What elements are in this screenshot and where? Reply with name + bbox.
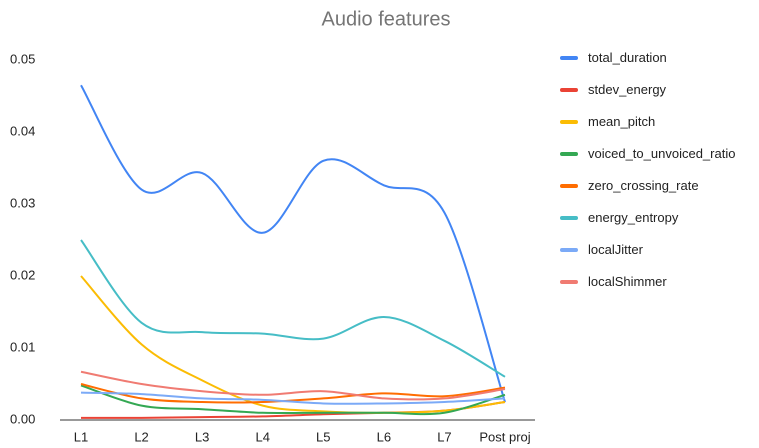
- x-tick-label: L6: [377, 429, 391, 444]
- y-tick-label: 0.04: [10, 123, 35, 138]
- legend-item: stdev_energy: [560, 82, 738, 98]
- legend-item: mean_pitch: [560, 114, 738, 130]
- legend-label: stdev_energy: [588, 82, 667, 97]
- legend-item: zero_crossing_rate: [560, 178, 738, 194]
- x-tick-label: L5: [316, 429, 330, 444]
- legend-label: localJitter: [588, 242, 643, 257]
- legend-item: total_duration: [560, 50, 738, 66]
- y-tick-label: 0.00: [10, 411, 35, 426]
- legend-label: total_duration: [588, 50, 667, 65]
- legend-label: energy_entropy: [588, 210, 679, 225]
- series-line: [80, 370, 506, 401]
- legend-label: mean_pitch: [588, 114, 656, 129]
- series-line: [80, 275, 506, 414]
- x-tick-label: Post proj: [479, 429, 530, 444]
- chart-title: Audio features: [322, 8, 451, 30]
- legend-label: localShimmer: [588, 274, 667, 289]
- legend-label: voiced_to_unvoiced_ratio: [588, 146, 736, 161]
- series-line: [80, 84, 506, 403]
- legend-item: voiced_to_unvoiced_ratio: [560, 146, 738, 162]
- legend-swatch: [560, 88, 578, 92]
- series-line: [80, 383, 506, 404]
- x-tick-label: L3: [195, 429, 209, 444]
- series-line: [80, 239, 506, 378]
- x-tick-label: L1: [74, 429, 88, 444]
- y-tick-label: 0.05: [10, 51, 35, 66]
- series-line: [80, 391, 506, 405]
- series-line: [80, 384, 506, 416]
- legend-swatch: [560, 184, 578, 188]
- legend-swatch: [560, 216, 578, 220]
- legend-item: localShimmer: [560, 274, 738, 290]
- legend-swatch: [560, 56, 578, 60]
- legend-label: zero_crossing_rate: [588, 178, 699, 193]
- y-tick-label: 0.02: [10, 267, 35, 282]
- y-tick-label: 0.03: [10, 195, 35, 210]
- legend-swatch: [560, 280, 578, 284]
- x-tick-label: L2: [134, 429, 148, 444]
- legend-swatch: [560, 248, 578, 252]
- legend-swatch: [560, 152, 578, 156]
- legend-item: energy_entropy: [560, 210, 738, 226]
- x-tick-label: L4: [255, 429, 269, 444]
- legend-swatch: [560, 120, 578, 124]
- x-tick-label: L7: [437, 429, 451, 444]
- legend-item: localJitter: [560, 242, 738, 258]
- y-tick-label: 0.01: [10, 339, 35, 354]
